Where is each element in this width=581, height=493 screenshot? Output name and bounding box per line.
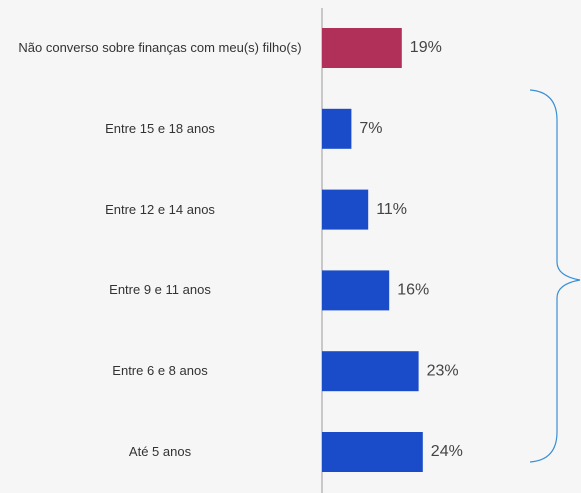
category-label: Entre 15 e 18 anos	[105, 120, 215, 136]
bar	[322, 351, 419, 392]
category-label: Não converso sobre finanças com meu(s) f…	[18, 40, 302, 55]
value-label: 7%	[359, 120, 382, 137]
bar	[322, 270, 390, 311]
bar	[322, 28, 402, 68]
value-label: 24%	[431, 443, 463, 460]
value-label: 23%	[427, 362, 459, 379]
category-label: Até 5 anos	[128, 444, 192, 459]
value-label: 11%	[376, 201, 407, 218]
category-label: Entre 6 e 8 anos	[112, 363, 208, 379]
value-label: 19%	[410, 39, 442, 56]
category-label: Entre 12 e 14 anos	[105, 201, 215, 217]
value-label: 16%	[397, 282, 429, 299]
category-label: Entre 9 e 11 anos	[109, 282, 211, 298]
bracket	[529, 89, 581, 463]
bar	[322, 432, 423, 472]
bar	[322, 189, 369, 230]
bar	[322, 108, 352, 149]
